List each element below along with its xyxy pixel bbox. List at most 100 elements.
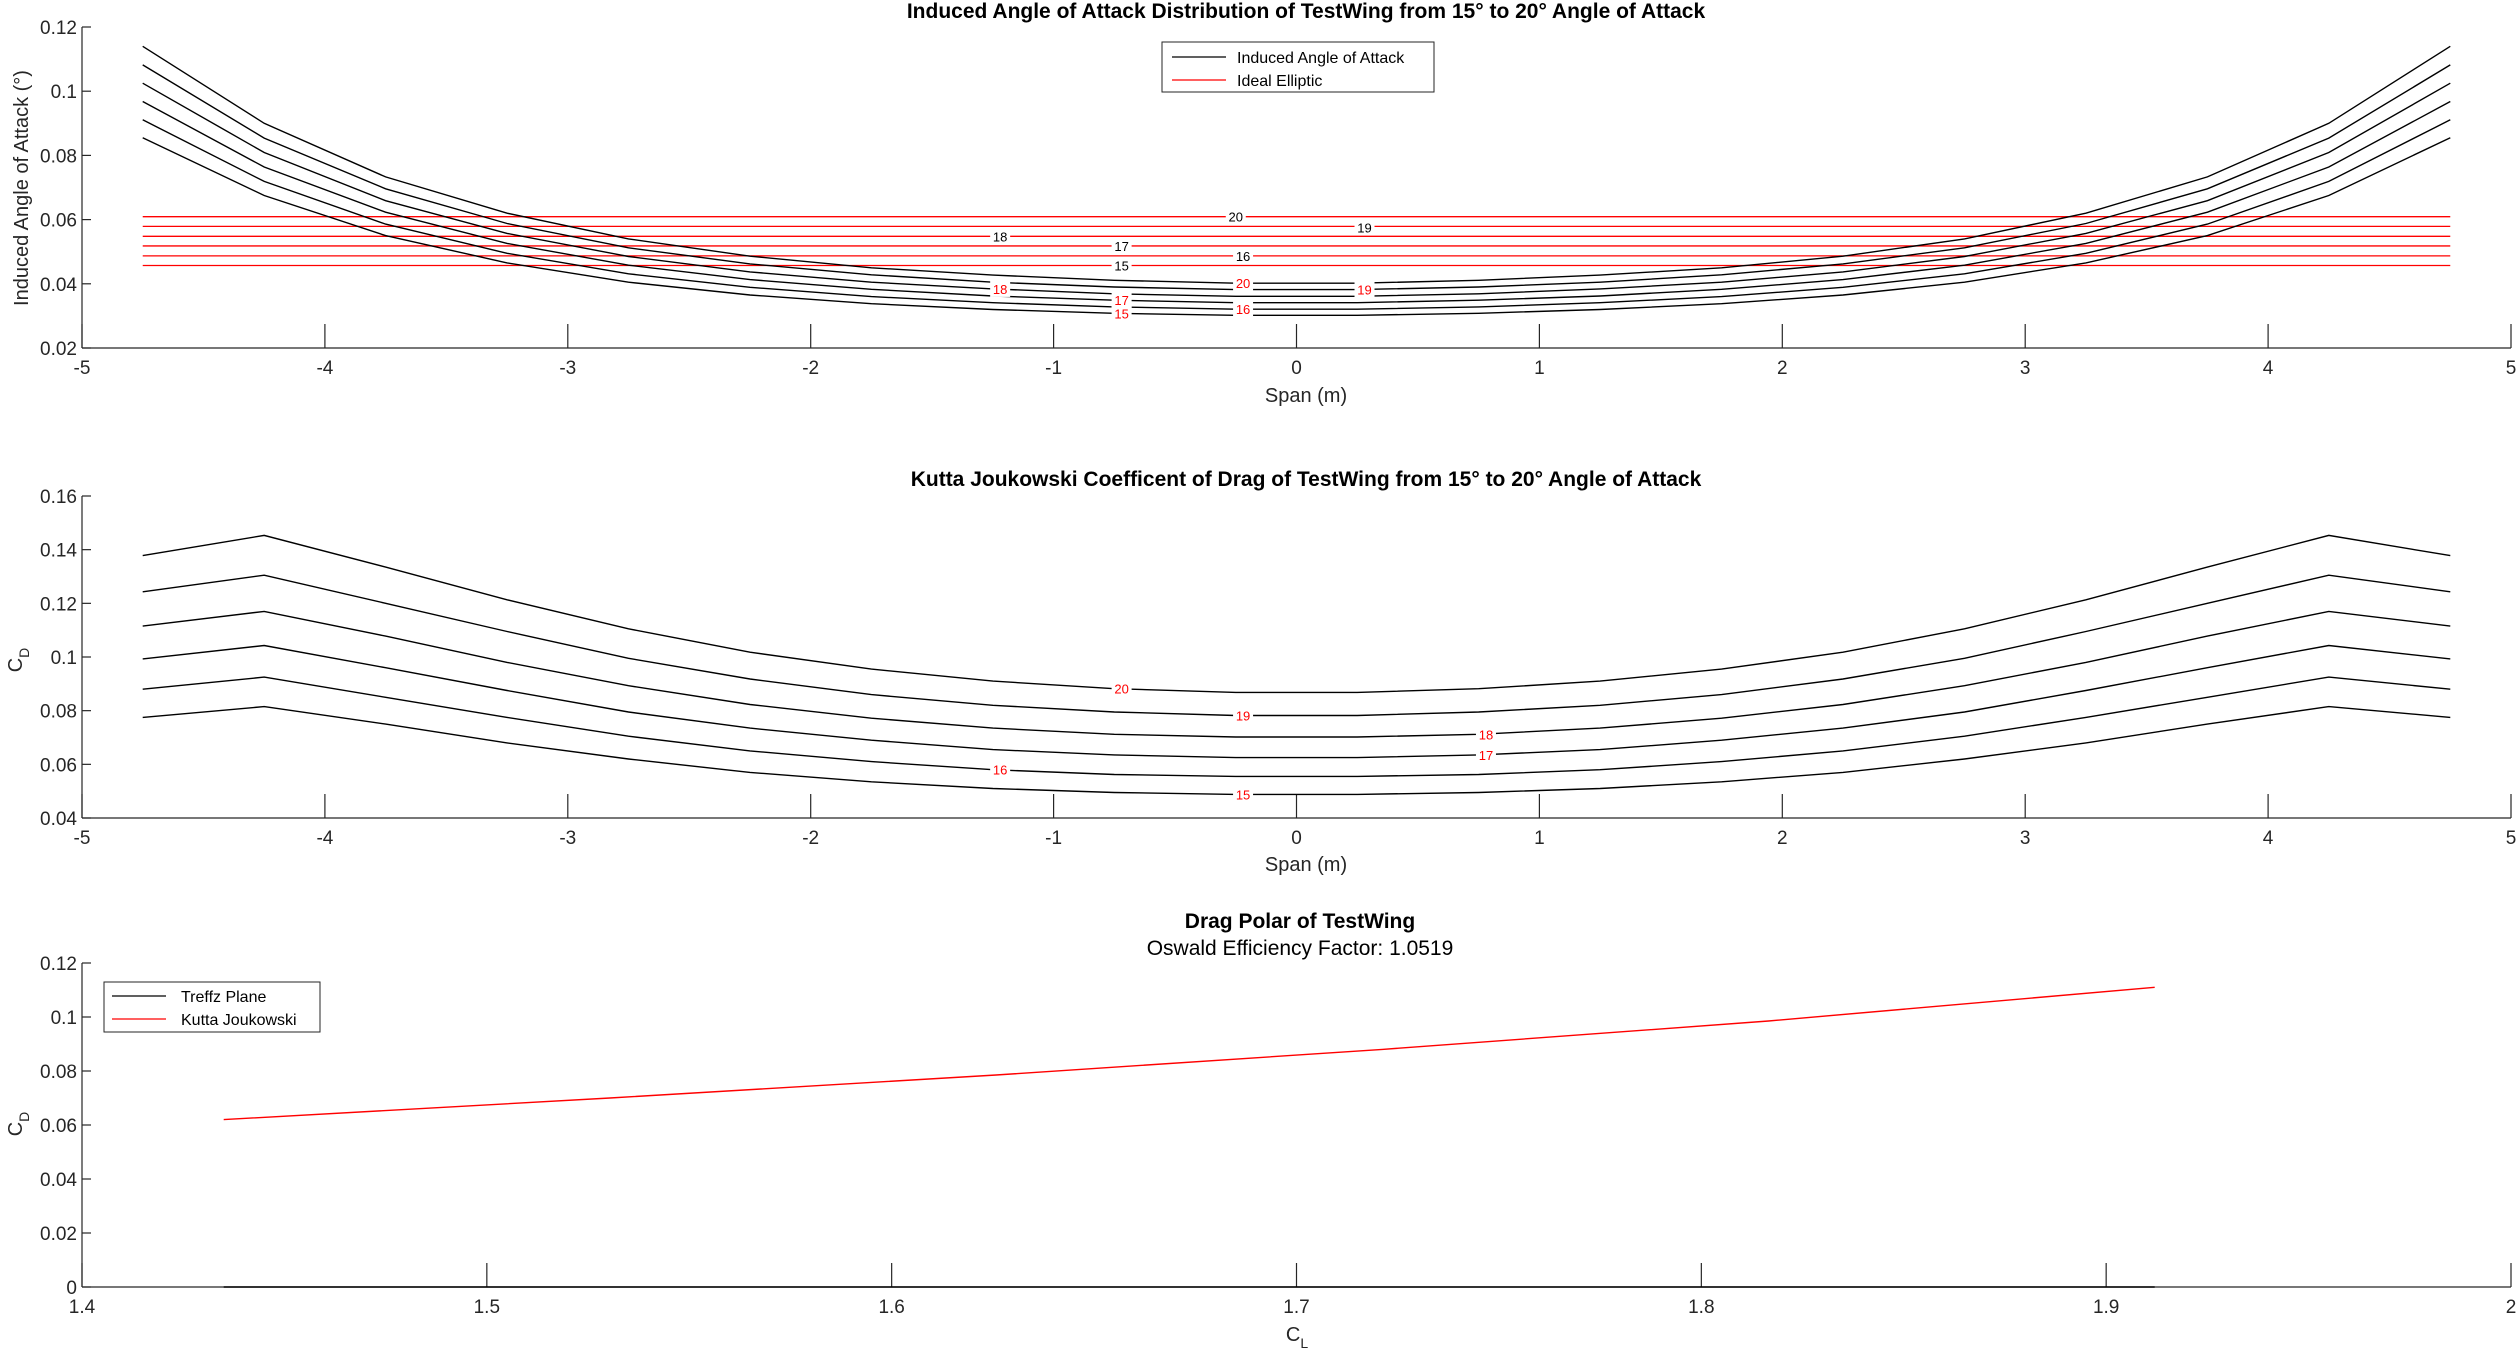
chart2-contour-label-bg [990,761,1011,778]
chart1-contour-label: 16 [1236,249,1250,264]
chart2-x-axis-label: Span (m) [1265,854,1347,876]
chart1-contour-label-bg [1233,301,1254,318]
chart1-x-tick-label: 1 [1534,358,1545,379]
chart2-x-tick-label: 0 [1291,828,1302,849]
chart3-y-tick-label: 0.12 [40,954,77,975]
kutta-joukowski-axes: Kutta Joukowski Coefficent of Drag of Te… [5,468,2516,876]
chart2-x-tick-label: 5 [2506,828,2517,849]
chart1-legend-label-induced: Induced Angle of Attack [1237,50,1405,67]
chart2-x-tick-label: 4 [2263,828,2274,849]
chart3-x-tick-label: 1.9 [2093,1297,2119,1318]
chart1-series-line-15 [142,137,2451,316]
chart2-x-tick-label: -5 [74,828,91,849]
chart2-contour-label: 18 [1479,727,1493,742]
chart1-x-tick-label: -4 [316,358,333,379]
chart1-series-line-16 [142,119,2451,310]
chart2-x-tick-label: -4 [316,828,333,849]
chart1-contour-label-bg [1354,281,1375,298]
chart3-legend: Treffz Plane Kutta Joukowski [103,981,321,1033]
chart3-y-axis-label: CD [5,1112,32,1137]
chart1-contour-label: 20 [1236,276,1250,291]
chart1-contour-label-bg [1111,292,1132,309]
chart1-x-tick-label: 3 [2020,358,2031,379]
chart2-y-axis-label-sub: D [16,648,32,658]
chart2-series-line-16 [142,676,2451,778]
chart3-y-axis-label-main: C [5,1122,27,1136]
chart1-series-line-20 [142,45,2451,284]
chart1-contour-label: 18 [993,282,1007,297]
chart1-contour-label: 20 [1229,210,1243,225]
chart3-y-tick-label: 0.1 [51,1008,77,1029]
chart1-legend-label-elliptic: Ideal Elliptic [1237,73,1322,90]
chart2-y-tick-label: 0.08 [40,702,77,723]
chart1-contour-label-bg [1233,275,1254,292]
chart2-contour-label: 15 [1236,787,1250,802]
chart2-y-axis-label-main: C [5,658,27,672]
chart2-contour-label: 20 [1114,682,1128,697]
chart2-series-line-18 [142,610,2451,738]
chart1-contour-label-bg [1111,305,1132,322]
chart1-contour-label-bg [990,228,1011,245]
chart1-y-tick-label: 0.04 [40,275,77,296]
chart2-series-line-15 [142,705,2451,796]
chart3-x-tick-label: 1.8 [1688,1297,1714,1318]
chart1-y-tick-label: 0.12 [40,18,77,39]
chart1-y-tick-label: 0.1 [51,82,77,103]
chart1-x-tick-label: 4 [2263,358,2274,379]
chart2-x-tick-label: 3 [2020,828,2031,849]
chart1-contour-label: 17 [1114,239,1128,254]
chart1-x-axis-label: Span (m) [1265,385,1347,407]
chart2-y-tick-label: 0.14 [40,541,77,562]
chart3-x-axis-label-main: C [1286,1324,1300,1346]
chart1-contour-label: 19 [1357,283,1371,298]
chart1-contour-label-bg [1233,247,1254,264]
chart2-y-tick-label: 0.12 [40,594,77,615]
chart2-contour-label-bg [1233,707,1254,724]
chart1-x-tick-label: -3 [559,358,576,379]
chart2-x-tick-label: -3 [559,828,576,849]
chart1-y-tick-label: 0.02 [40,339,77,360]
chart3-legend-label-kutta: Kutta Joukowski [181,1012,297,1029]
chart1-contour-label-bg [1225,208,1246,225]
chart1-x-tick-label: 5 [2506,358,2517,379]
chart2-x-tick-label: -1 [1045,828,1062,849]
chart1-x-tick-label: -5 [74,358,91,379]
chart1-x-tick-label: 0 [1291,358,1302,379]
chart3-y-tick-label: 0 [66,1278,77,1299]
chart3-x-tick-label: 1.5 [474,1297,500,1318]
chart1-contour-label: 18 [993,229,1007,244]
chart2-contour-label-bg [1233,786,1254,803]
chart3-x-tick-label: 2 [2506,1297,2517,1318]
chart2-series-line-20 [142,534,2451,694]
chart1-contour-label: 15 [1114,259,1128,274]
chart3-x-tick-label: 1.7 [1283,1297,1309,1318]
chart3-legend-box [103,981,321,1033]
chart3-legend-label-treffz: Treffz Plane [181,989,266,1006]
chart1-contour-label: 19 [1357,220,1371,235]
chart2-contour-label-bg [1475,726,1496,743]
chart1-y-axis-label: Induced Angle of Attack (°) [11,70,33,306]
chart2-contour-label: 19 [1236,708,1250,723]
chart2-contour-label-bg [1111,680,1132,697]
chart1-plot-area: -5 -4 -3 -2 -1 0 1 2 3 4 5 0.02 0.04 0.06 0.08 0.1 0.12 2… [40,18,2516,379]
chart3-x-tick-label: 1.4 [69,1297,96,1318]
chart3-subtitle: Oswald Efficiency Factor: 1.0519 [1147,937,1454,960]
chart3-plot-area: 1.4 1.5 1.6 1.7 1.8 1.9 2 0 0.02 0.04 0.06 0.08 0.1 0… [40,954,2516,1318]
chart2-x-tick-label: 1 [1534,828,1545,849]
chart2-series-line-17 [142,644,2451,759]
drag-polar-axes: Drag Polar of TestWing Oswald Efficiency… [5,910,2516,1351]
chart2-y-tick-label: 0.16 [40,487,77,508]
chart3-title: Drag Polar of TestWing [1185,910,1415,933]
chart3-y-tick-label: 0.06 [40,1116,77,1137]
chart2-contour-label: 17 [1479,748,1493,763]
chart1-contour-label: 15 [1114,306,1128,321]
chart1-contour-label-bg [1354,219,1375,236]
chart2-y-tick-label: 0.06 [40,755,77,776]
chart1-series-line-17 [142,100,2451,304]
chart2-x-tick-label: 2 [1777,828,1788,849]
chart1-legend: Induced Angle of Attack Ideal Elliptic [1161,41,1435,93]
chart2-contour-label-bg [1475,746,1496,763]
chart1-contour-label: 17 [1114,293,1128,308]
